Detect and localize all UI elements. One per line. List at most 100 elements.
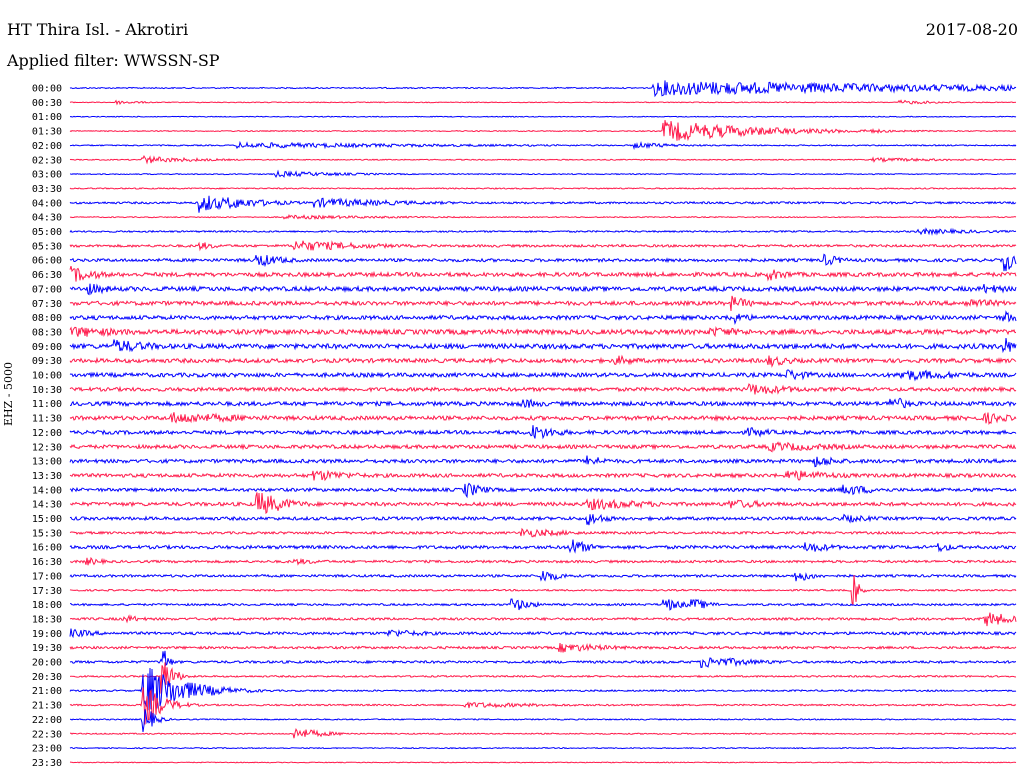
trace-line [69, 354, 1017, 368]
trace-line [69, 187, 1017, 190]
filter-label: Applied filter: WWSSN-SP [7, 51, 220, 70]
time-label: 01:30 [32, 127, 62, 138]
trace-line [69, 310, 1017, 325]
trace-line [69, 513, 1017, 526]
time-label: 07:30 [32, 299, 62, 310]
trace-line [69, 441, 1017, 453]
trace-line [69, 99, 1017, 106]
time-label: 21:00 [32, 686, 62, 697]
time-label: 23:30 [32, 758, 62, 769]
trace-line [69, 253, 1017, 272]
trace-line [69, 383, 1017, 395]
time-label: 06:00 [32, 256, 62, 267]
time-label: 02:00 [32, 141, 62, 152]
time-label: 00:00 [32, 84, 62, 95]
time-label: 04:00 [32, 198, 62, 209]
time-label: 09:00 [32, 342, 62, 353]
trace-line [69, 598, 1017, 611]
time-label: 14:00 [32, 485, 62, 496]
trace-line [69, 668, 1017, 711]
time-label: 11:00 [32, 399, 62, 410]
time-label: 03:30 [32, 184, 62, 195]
trace-line [69, 266, 1017, 282]
time-label: 17:30 [32, 586, 62, 597]
trace-line [69, 539, 1017, 554]
trace-lines [69, 80, 1017, 764]
time-label: 00:30 [32, 98, 62, 109]
date-label: 2017-08-20 [925, 20, 1018, 39]
trace-line [69, 195, 1017, 213]
trace-line [69, 369, 1017, 382]
time-labels: 00:00 00:30 01:00 01:30 02:00 02:30 03:00 03:30… [32, 84, 62, 769]
trace-line [69, 574, 1017, 606]
trace-line [69, 154, 1017, 165]
station-title: HT Thira Isl. - Akrotiri [7, 20, 189, 39]
trace-line [69, 120, 1017, 142]
trace-line [69, 337, 1017, 354]
time-label: 18:30 [32, 614, 62, 625]
time-label: 06:30 [32, 270, 62, 281]
trace-line [69, 556, 1017, 566]
trace-line [69, 571, 1017, 582]
trace-line [69, 746, 1017, 750]
trace-line [69, 650, 1017, 669]
time-label: 22:00 [32, 715, 62, 726]
time-label: 08:00 [32, 313, 62, 324]
time-label: 12:30 [32, 442, 62, 453]
trace-line [69, 240, 1017, 252]
time-label: 16:00 [32, 543, 62, 554]
trace-line [69, 469, 1017, 482]
time-label: 19:30 [32, 643, 62, 654]
time-label: 02:30 [32, 155, 62, 166]
trace-line [69, 283, 1017, 296]
time-label: 12:00 [32, 428, 62, 439]
trace-line [69, 709, 1017, 733]
time-label: 13:00 [32, 457, 62, 468]
time-label: 15:30 [32, 528, 62, 539]
trace-line [69, 527, 1017, 538]
time-label: 05:30 [32, 241, 62, 252]
time-label: 10:00 [32, 371, 62, 382]
trace-line [69, 213, 1017, 221]
time-label: 17:00 [32, 571, 62, 582]
time-label: 11:30 [32, 414, 62, 425]
time-label: 18:00 [32, 600, 62, 611]
trace-line [69, 642, 1017, 653]
trace-line [69, 412, 1017, 426]
time-label: 10:30 [32, 385, 62, 396]
trace-line [69, 80, 1017, 98]
trace-line [69, 115, 1017, 118]
time-label: 09:30 [32, 356, 62, 367]
time-label: 21:30 [32, 701, 62, 712]
trace-line [69, 425, 1017, 440]
time-label: 05:00 [32, 227, 62, 238]
time-label: 01:00 [32, 112, 62, 123]
time-label: 20:00 [32, 658, 62, 669]
time-label: 07:00 [32, 284, 62, 295]
time-label: 15:00 [32, 514, 62, 525]
time-label: 14:30 [32, 500, 62, 511]
time-label: 20:30 [32, 672, 62, 683]
trace-line [69, 397, 1017, 409]
trace-line [69, 455, 1017, 468]
trace-line [69, 687, 1017, 725]
time-label: 22:30 [32, 729, 62, 740]
trace-line [69, 662, 1017, 694]
trace-line [69, 295, 1017, 312]
trace-line [69, 612, 1017, 627]
time-label: 08:30 [32, 327, 62, 338]
trace-line [69, 227, 1017, 236]
trace-line [69, 727, 1017, 739]
trace-line [69, 326, 1017, 338]
time-label: 03:00 [32, 170, 62, 181]
trace-line [69, 169, 1017, 178]
time-label: 13:30 [32, 471, 62, 482]
time-label: 19:00 [32, 629, 62, 640]
trace-line [69, 140, 1017, 150]
time-label: 16:30 [32, 557, 62, 568]
trace-line [69, 492, 1017, 515]
trace-line [69, 761, 1017, 764]
time-label: 23:00 [32, 744, 62, 755]
trace-line [69, 482, 1017, 499]
